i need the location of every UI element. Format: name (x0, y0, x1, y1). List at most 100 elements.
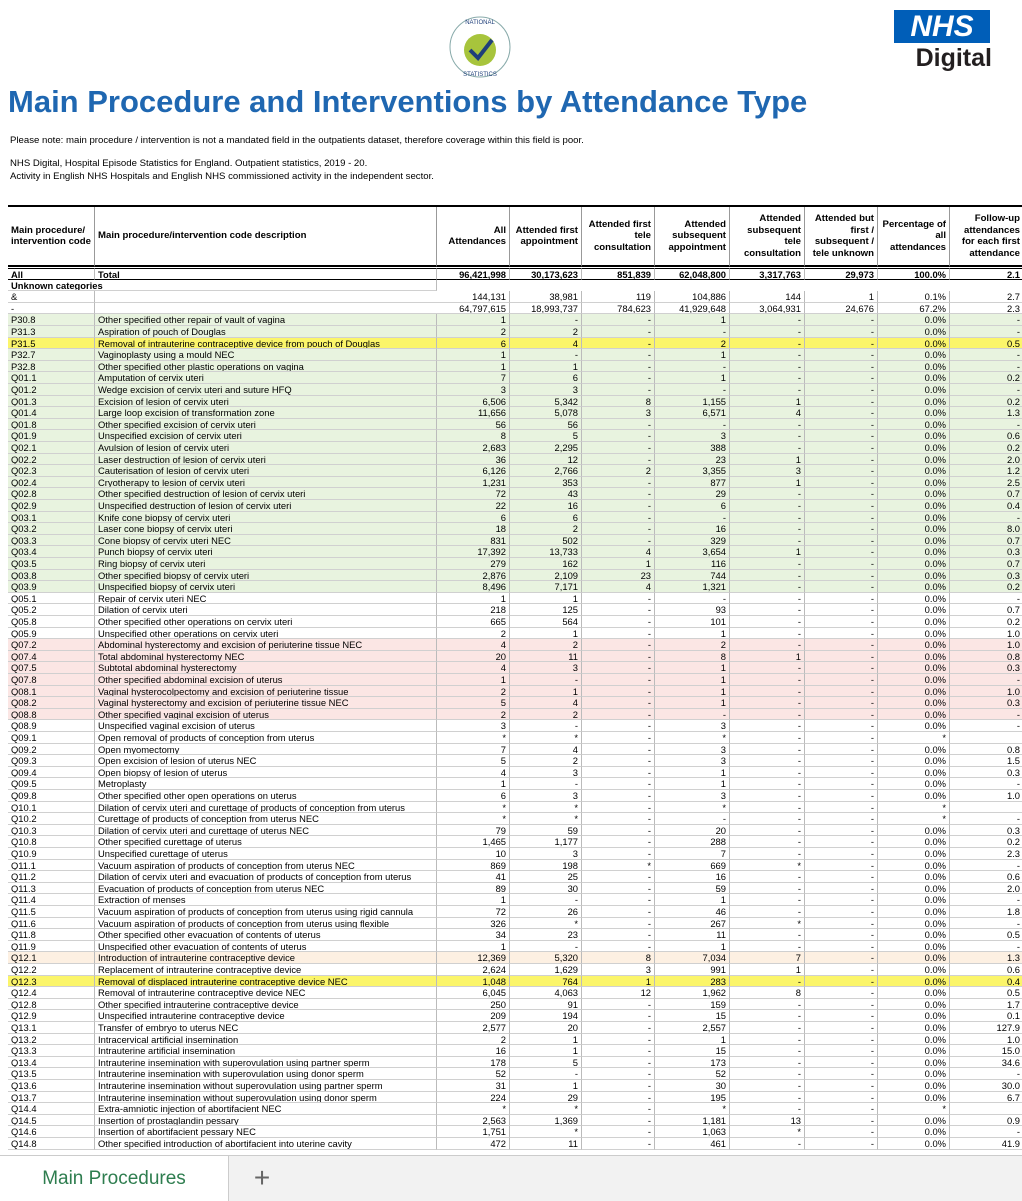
cell-value: 0.3 (950, 825, 1022, 837)
cell-value: 6 (655, 500, 730, 512)
cell-value: - (730, 1010, 805, 1022)
cell-value: 0.0% (878, 975, 950, 988)
row-description: Cauterisation of lesion of cervix uteri (95, 465, 437, 477)
cell-value: 0.0% (878, 848, 950, 860)
source: NHS Digital, Hospital Episode Statistics… (10, 158, 368, 169)
cell-value: 1 (655, 766, 730, 779)
cell-value: 0.0% (878, 627, 950, 640)
cell-value: 3 (655, 790, 730, 802)
cell-value: - (805, 755, 878, 767)
row-description: Intrauterine insemination with superovul… (95, 1056, 437, 1069)
cell-value: 0.0% (878, 708, 950, 721)
row-description: Other specified other plastic operations… (95, 360, 437, 373)
row-description: Removal of intrauterine contraceptive de… (95, 987, 437, 999)
cell-value: 250 (437, 998, 510, 1011)
row-code: Q11.6 (8, 917, 95, 930)
add-sheet[interactable]: + (253, 1162, 271, 1193)
cell-value: 3,654 (655, 546, 730, 558)
cell-value: 8 (655, 650, 730, 663)
cell-value: - (805, 1138, 878, 1150)
row-code: Q13.2 (8, 1033, 95, 1046)
cell-value: 0.0% (878, 1126, 950, 1138)
row-code: Q09.4 (8, 766, 95, 779)
row-code: Q10.1 (8, 801, 95, 814)
cell-value: 3 (582, 964, 655, 976)
row-code: Q10.8 (8, 836, 95, 848)
row-description: Cryotherapy to lesion of cervix uteri (95, 476, 437, 489)
column-header: Percentage of all attendances (878, 207, 950, 267)
cell-value: 1.3 (950, 952, 1022, 964)
cell-value: 62,048,800 (655, 268, 730, 280)
nhs-logo: NHS (894, 10, 990, 43)
cell-value: - (805, 987, 878, 999)
cell-value: 2.3 (950, 848, 1022, 860)
cell-value: - (950, 1068, 1022, 1080)
cell-value: 1,177 (510, 836, 582, 848)
row-description: Intrauterine insemination without supero… (95, 1080, 437, 1092)
row-code: Q13.4 (8, 1056, 95, 1069)
cell-value: 64,797,615 (437, 302, 510, 315)
cell-value: 2,563 (437, 1114, 510, 1127)
cell-value: 16 (437, 1045, 510, 1057)
cell-value: 1 (582, 975, 655, 988)
cell-value: 56 (510, 418, 582, 431)
cell-value: - (805, 836, 878, 848)
cell-value: 2,577 (437, 1022, 510, 1034)
row-description: Open excision of lesion of uterus NEC (95, 755, 437, 767)
cell-value: 0.0% (878, 940, 950, 953)
cell-value: 2,876 (437, 569, 510, 582)
cell-value: 1,751 (437, 1126, 510, 1138)
page-title: Main Procedure and Interventions by Atte… (8, 84, 808, 119)
row-description: Unspecified other operations on cervix u… (95, 627, 437, 640)
row-code: Q11.8 (8, 929, 95, 941)
cell-value: - (805, 743, 878, 756)
cell-value: - (730, 894, 805, 906)
cell-value: 59 (655, 882, 730, 895)
row-code: Q02.8 (8, 488, 95, 500)
row-code: Q03.1 (8, 511, 95, 524)
cell-value: 5,320 (510, 952, 582, 964)
row-code: Q05.9 (8, 627, 95, 640)
cell-value: - (582, 1022, 655, 1034)
cell-value: - (582, 511, 655, 524)
cell-value: 0.2 (950, 442, 1022, 454)
cell-value: - (582, 384, 655, 396)
cell-value: - (582, 337, 655, 350)
cell-value: 1 (510, 685, 582, 698)
cell-value: 0.5 (950, 337, 1022, 350)
cell-value: 41,929,648 (655, 302, 730, 315)
cell-value: 0.0% (878, 314, 950, 326)
cell-value: - (730, 616, 805, 628)
cell-value: - (582, 940, 655, 953)
sheet-tab[interactable]: Main Procedures (0, 1156, 229, 1201)
row-description: Extraction of menses (95, 894, 437, 906)
cell-value: - (730, 1033, 805, 1046)
cell-value: - (730, 766, 805, 779)
logo-text: NATIONAL (465, 20, 495, 26)
cell-value: 4 (437, 662, 510, 674)
cell-value: 283 (655, 975, 730, 988)
cell-value: - (655, 592, 730, 605)
cell-value: 11 (655, 929, 730, 941)
cell-value: 0.0% (878, 349, 950, 361)
cell-value: - (582, 372, 655, 384)
cell-value: - (582, 1068, 655, 1080)
cell-value: - (582, 1010, 655, 1022)
row-description: Other specified other repair of vault of… (95, 314, 437, 326)
cell-value: 16 (655, 523, 730, 535)
cell-value: 0.5 (950, 987, 1022, 999)
cell-value: - (805, 790, 878, 802)
cell-value: 10 (437, 848, 510, 860)
cell-value: 1 (510, 1080, 582, 1092)
cell-value: 11,656 (437, 407, 510, 419)
cell-value: 0.0% (878, 442, 950, 454)
cell-value: 52 (655, 1068, 730, 1080)
row-description: Extra-amniotic injection of abortifacien… (95, 1103, 437, 1115)
cell-value: 2 (655, 337, 730, 350)
cell-value: 1 (582, 558, 655, 570)
cell-value: 36 (437, 453, 510, 466)
row-description: Other specified destruction of lesion of… (95, 488, 437, 500)
cell-value: 5 (510, 1056, 582, 1069)
cell-value: 4 (437, 766, 510, 779)
cell-value: - (730, 720, 805, 732)
